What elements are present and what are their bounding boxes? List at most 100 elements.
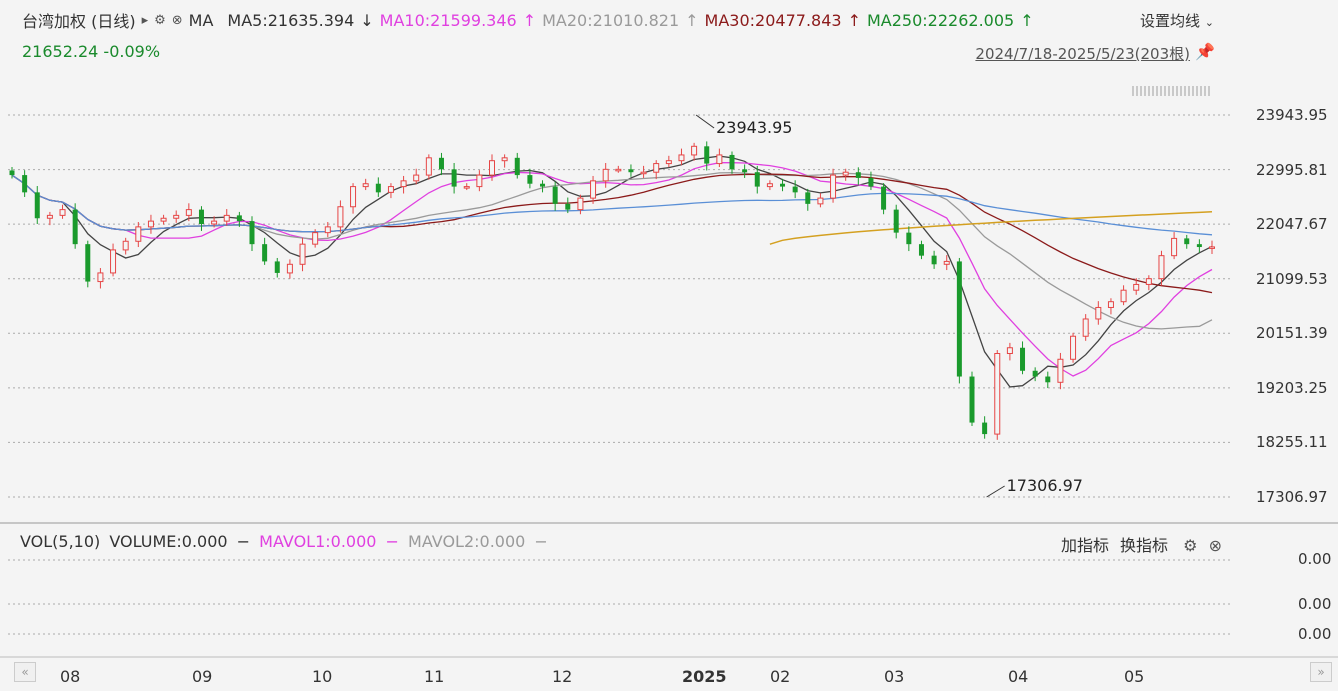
candle-body (46, 214, 53, 219)
switch-indicator-button[interactable]: 换指标 (1120, 536, 1169, 555)
candle-body (691, 145, 698, 156)
add-indicator-button[interactable]: 加指标 (1060, 536, 1109, 555)
close-icon[interactable]: ⊗ (171, 12, 183, 28)
ma10-line (11, 162, 1213, 377)
ma20-line (11, 171, 1213, 330)
candle-body (678, 154, 685, 162)
candle-body (400, 180, 407, 188)
chevron-down-icon: ⌄ (1204, 16, 1214, 29)
candle-body (754, 172, 760, 187)
ma250-arrow: ↑ (1020, 10, 1034, 30)
gear-icon[interactable]: ⚙ (1183, 536, 1198, 555)
x-tick-label: 2025 (682, 667, 727, 686)
x-tick-label: 09 (192, 667, 213, 686)
date-range[interactable]: 2024/7/18-2025/5/23(203根) (975, 45, 1190, 63)
candle-body (59, 209, 66, 216)
candle-body (1196, 244, 1202, 248)
candle-body (1184, 238, 1190, 245)
candle-body (211, 220, 218, 225)
candle-body (868, 177, 874, 187)
candle-body (147, 220, 154, 228)
scroll-right-button[interactable]: » (1310, 662, 1332, 682)
candle-body (286, 263, 293, 274)
candle-body (438, 157, 444, 170)
current-price: 21652.24 -0.09% (22, 42, 161, 61)
candle-body (350, 186, 357, 208)
candle-body (262, 244, 268, 262)
candle-body (501, 157, 508, 162)
candle-body (1006, 347, 1013, 355)
candle-body (1020, 347, 1026, 371)
candle-body (766, 183, 773, 188)
y-tick-label: 20151.39 (1256, 324, 1328, 343)
candle-body (1070, 335, 1077, 360)
candle-body (893, 209, 899, 233)
candle-body (742, 169, 748, 173)
indicator-name: MA (188, 10, 214, 30)
ma-settings-button[interactable]: 设置均线 ⌄ (1140, 10, 1214, 31)
ma30-line (11, 173, 1213, 294)
vol-y-label-0: 0.00 (1298, 550, 1332, 568)
candle-body (956, 261, 962, 377)
candle-body (602, 168, 609, 182)
candle-body (173, 214, 180, 219)
ma250-line (769, 211, 1213, 245)
volume-tools: 加指标 换指标 ⚙ ⊗ (1061, 532, 1222, 556)
candle-body (514, 157, 520, 176)
candle-body (704, 146, 710, 164)
ma10-arrow: ↑ (522, 10, 537, 30)
ma10-value: MA10:21599.346 (379, 10, 517, 30)
candle-body (489, 160, 495, 176)
candle-body (817, 197, 824, 205)
candle-body (881, 186, 887, 210)
candle-body (969, 376, 975, 423)
candle-body (527, 175, 533, 184)
candle-body (931, 255, 937, 265)
ma20-arrow: ↑ (685, 10, 699, 30)
candle-body (299, 243, 306, 265)
candle-body (1145, 278, 1152, 285)
candle-body (906, 232, 912, 245)
candle-body (1057, 358, 1064, 383)
scroll-left-button[interactable]: « (14, 662, 36, 682)
candle-body (1107, 301, 1114, 308)
candle-body (1171, 237, 1178, 257)
candle-body (615, 168, 622, 172)
ma20-value: MA20:21010.821 (542, 10, 680, 30)
candle-body (122, 240, 129, 251)
candle-body (97, 272, 104, 283)
vol-y-label-1: 0.00 (1298, 595, 1332, 613)
vol-label: VOL(5,10) (20, 532, 101, 551)
volume-header: VOL(5,10) VOLUME:0.000 − MAVOL1:0.000 − … (20, 532, 548, 551)
candle-body (994, 353, 1001, 435)
candle-body (375, 183, 381, 193)
candle-body (22, 175, 28, 193)
ma5-value: MA5:21635.394 (227, 10, 355, 30)
candle-body (552, 186, 558, 204)
gear-icon[interactable]: ⚙ (154, 12, 166, 28)
x-tick-label: 08 (60, 667, 81, 686)
candle-body (830, 174, 837, 199)
y-tick-label: 19203.25 (1256, 378, 1328, 397)
candle-body (160, 217, 167, 222)
candle-body (540, 183, 546, 187)
chart-header: 台湾加权 (日线) ▸ ⚙ ⊗ MA MA5:21635.394 ↓ MA10:… (22, 8, 1040, 32)
candle-body (918, 244, 924, 256)
x-tick-label: 11 (424, 667, 445, 686)
play-icon[interactable]: ▸ (141, 12, 149, 28)
x-tick-label: 02 (770, 667, 791, 686)
x-tick-label: 05 (1124, 667, 1145, 686)
chart-title[interactable]: 台湾加权 (日线) (22, 12, 136, 31)
candle-body (943, 260, 950, 265)
close-icon[interactable]: ⊗ (1208, 536, 1222, 555)
candle-body (249, 221, 255, 245)
candle-body (223, 214, 230, 222)
candle-body (451, 169, 457, 187)
candle-body (1120, 289, 1127, 303)
candle-body (805, 192, 811, 204)
pin-icon[interactable]: 📌 (1195, 42, 1215, 61)
candle-body (274, 261, 280, 273)
ma30-arrow: ↑ (847, 10, 861, 30)
mavol2-value: MAVOL2:0.000 (408, 532, 526, 551)
